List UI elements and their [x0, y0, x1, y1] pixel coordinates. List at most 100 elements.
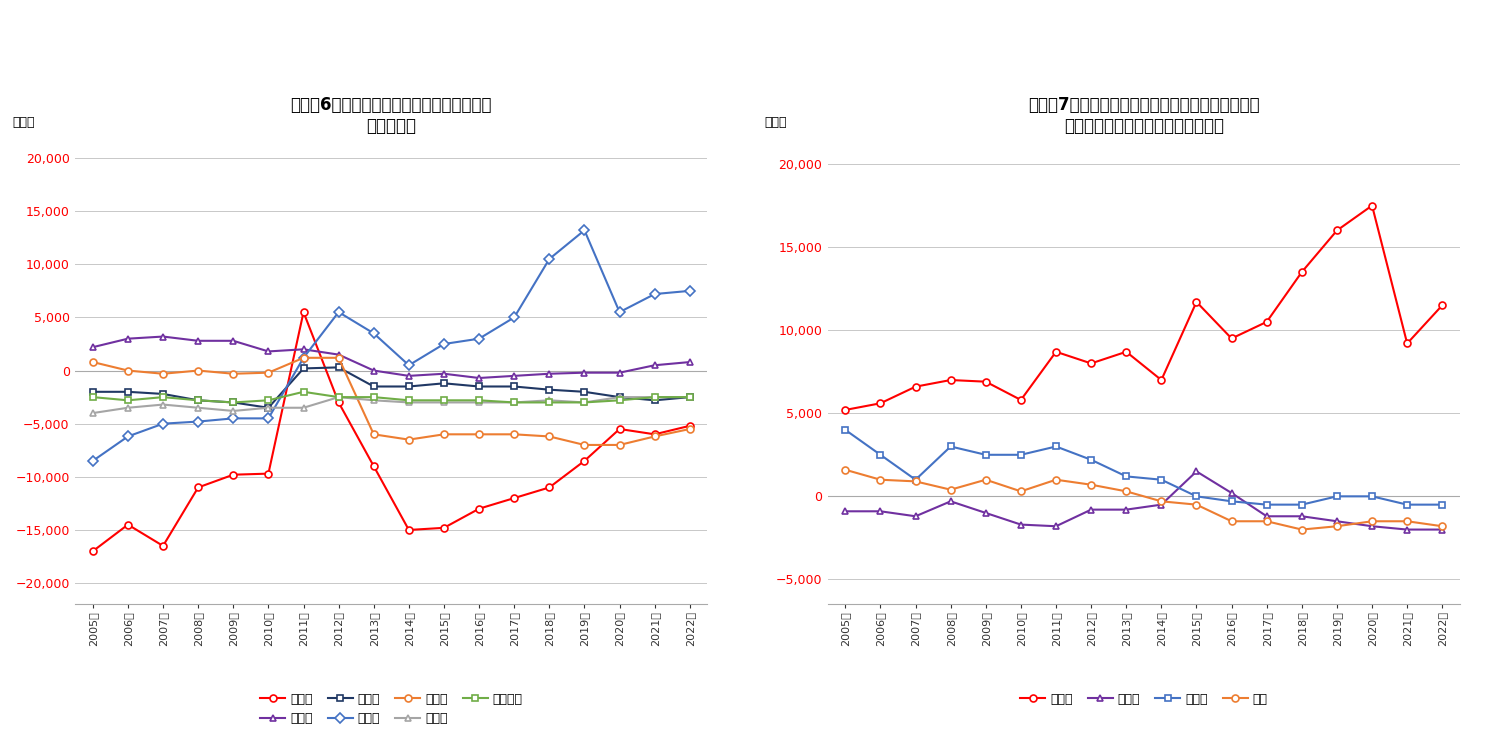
神戸市 [1011, 450, 1029, 459]
堺市 [1187, 500, 1206, 509]
大阪市 [1364, 201, 1382, 210]
奈良県 [470, 398, 488, 407]
京都市 [906, 512, 924, 521]
京都府 [680, 393, 698, 402]
関西圏 [259, 469, 277, 478]
兵庫県 [400, 436, 418, 444]
和歌山県 [400, 396, 418, 405]
和歌山県 [224, 398, 242, 407]
大阪府 [400, 361, 418, 370]
兵庫県 [540, 432, 558, 441]
奈良県 [680, 393, 698, 402]
関西圏 [611, 425, 629, 433]
京都府 [364, 382, 382, 391]
堺市 [1047, 475, 1066, 484]
兵庫県 [330, 353, 348, 362]
Text: （人）: （人） [765, 116, 787, 129]
奈良県 [119, 403, 137, 412]
神戸市 [837, 425, 855, 434]
神戸市 [977, 450, 995, 459]
Line: 奈良県: 奈良県 [89, 394, 694, 416]
兵庫県 [506, 430, 524, 439]
関西圏 [364, 462, 382, 471]
和歌山県 [470, 396, 488, 405]
関西圏 [154, 542, 172, 551]
和歌山県 [84, 393, 102, 402]
和歌山県 [119, 396, 137, 405]
和歌山県 [540, 398, 558, 407]
滋賀県 [400, 371, 418, 380]
京都府 [435, 379, 453, 388]
京都府 [295, 364, 313, 373]
京都市 [1364, 522, 1382, 531]
神戸市 [871, 450, 889, 459]
大阪市 [1117, 347, 1135, 356]
和歌山県 [611, 396, 629, 405]
神戸市 [1398, 500, 1416, 509]
京都府 [575, 388, 593, 397]
京都市 [1047, 522, 1066, 531]
兵庫県 [224, 369, 242, 378]
和歌山県 [154, 393, 172, 402]
関西圏 [84, 547, 102, 556]
滋賀県 [540, 369, 558, 378]
京都市 [1398, 525, 1416, 534]
京都市 [977, 509, 995, 517]
関西圏 [540, 483, 558, 492]
Line: 京都府: 京都府 [89, 364, 694, 411]
大阪市 [1327, 226, 1345, 235]
神戸市 [1082, 455, 1100, 464]
大阪市 [1153, 376, 1171, 385]
滋賀県 [435, 369, 453, 378]
兵庫県 [154, 369, 172, 378]
Line: 大阪府: 大阪府 [89, 227, 694, 464]
関西圏 [506, 494, 524, 503]
神戸市 [906, 475, 924, 484]
大阪市 [1011, 396, 1029, 405]
京都市 [1187, 467, 1206, 476]
堺市 [1222, 517, 1240, 525]
大阪市 [871, 399, 889, 408]
Line: 滋賀県: 滋賀県 [89, 333, 694, 382]
京都府 [154, 390, 172, 399]
関西圏 [224, 470, 242, 479]
大阪府 [575, 226, 593, 234]
奈良県 [435, 398, 453, 407]
和歌山県 [190, 396, 208, 405]
和歌山県 [435, 396, 453, 405]
堺市 [942, 485, 960, 494]
Legend: 関西圏, 滋賀県, 京都府, 大阪府, 兵庫県, 奈良県, 和歌山県: 関西圏, 滋賀県, 京都府, 大阪府, 兵庫県, 奈良県, 和歌山県 [260, 693, 522, 725]
Title: 図表－6　都道府県別転入超過数（日本人）
＜関西圏＞: 図表－6 都道府県別転入超過数（日本人） ＜関西圏＞ [290, 96, 492, 135]
奈良県 [506, 398, 524, 407]
神戸市 [942, 442, 960, 451]
大阪府 [224, 414, 242, 423]
神戸市 [1433, 500, 1451, 509]
堺市 [837, 465, 855, 474]
関西圏 [575, 456, 593, 465]
京都府 [119, 388, 137, 397]
京都市 [871, 507, 889, 516]
大阪市 [942, 376, 960, 385]
大阪府 [611, 307, 629, 316]
奈良県 [190, 403, 208, 412]
Legend: 大阪市, 京都市, 神戸市, 堺市: 大阪市, 京都市, 神戸市, 堺市 [1020, 693, 1267, 706]
滋賀県 [506, 371, 524, 380]
大阪府 [330, 307, 348, 316]
大阪府 [470, 335, 488, 343]
大阪市 [1258, 318, 1276, 326]
京都市 [1011, 520, 1029, 529]
大阪市 [1433, 301, 1451, 310]
滋賀県 [575, 368, 593, 377]
京都市 [1433, 525, 1451, 534]
Line: 和歌山県: 和歌山県 [89, 388, 694, 406]
Line: 大阪市: 大阪市 [841, 202, 1446, 413]
大阪市 [1047, 347, 1066, 356]
兵庫県 [259, 368, 277, 377]
堺市 [1433, 522, 1451, 531]
大阪市 [837, 405, 855, 414]
大阪府 [540, 254, 558, 263]
和歌山県 [680, 393, 698, 402]
滋賀県 [611, 368, 629, 377]
京都市 [1153, 500, 1171, 509]
兵庫県 [190, 366, 208, 375]
